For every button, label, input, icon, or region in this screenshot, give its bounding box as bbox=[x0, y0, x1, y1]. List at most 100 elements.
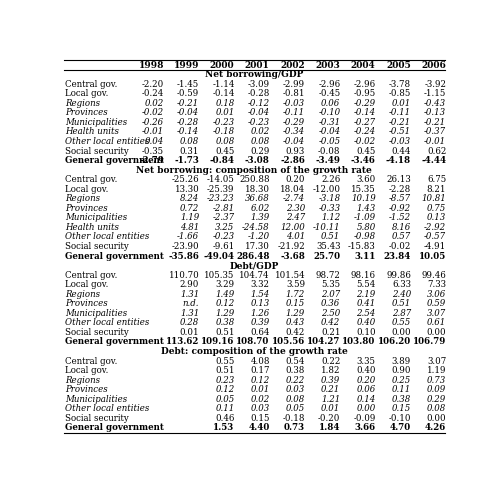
Text: -2.96: -2.96 bbox=[353, 80, 376, 89]
Text: 0.15: 0.15 bbox=[392, 404, 411, 413]
Text: 1.29: 1.29 bbox=[215, 309, 235, 318]
Text: 0.11: 0.11 bbox=[392, 385, 411, 394]
Text: -0.18: -0.18 bbox=[212, 128, 235, 136]
Text: 4.01: 4.01 bbox=[286, 232, 305, 242]
Text: -0.81: -0.81 bbox=[283, 89, 305, 98]
Text: 0.12: 0.12 bbox=[215, 300, 235, 308]
Text: Other local entities: Other local entities bbox=[65, 232, 149, 242]
Text: -0.27: -0.27 bbox=[353, 118, 376, 127]
Text: 2002: 2002 bbox=[280, 60, 305, 70]
Text: 26.13: 26.13 bbox=[386, 175, 411, 184]
Text: 3.89: 3.89 bbox=[392, 356, 411, 366]
Text: 17.30: 17.30 bbox=[245, 242, 270, 251]
Text: 5.54: 5.54 bbox=[356, 280, 376, 289]
Text: 4.26: 4.26 bbox=[425, 423, 446, 432]
Text: 0.15: 0.15 bbox=[250, 414, 270, 423]
Text: 104.27: 104.27 bbox=[307, 337, 341, 346]
Text: Provinces: Provinces bbox=[65, 204, 107, 213]
Text: 0.61: 0.61 bbox=[427, 318, 446, 327]
Text: 23.84: 23.84 bbox=[384, 252, 411, 261]
Text: 3.35: 3.35 bbox=[357, 356, 376, 366]
Text: 0.25: 0.25 bbox=[392, 375, 411, 385]
Text: 0.38: 0.38 bbox=[286, 366, 305, 375]
Text: -4.91: -4.91 bbox=[424, 242, 446, 251]
Text: 0.21: 0.21 bbox=[321, 328, 341, 337]
Text: -49.04: -49.04 bbox=[203, 252, 235, 261]
Text: 0.51: 0.51 bbox=[321, 232, 341, 242]
Text: 2003: 2003 bbox=[315, 60, 341, 70]
Text: -2.96: -2.96 bbox=[318, 80, 341, 89]
Text: 0.18: 0.18 bbox=[215, 99, 235, 108]
Text: 1.31: 1.31 bbox=[180, 290, 199, 299]
Text: 0.08: 0.08 bbox=[215, 137, 235, 146]
Text: 0.28: 0.28 bbox=[180, 318, 199, 327]
Text: 0.04: 0.04 bbox=[145, 137, 164, 146]
Text: -0.02: -0.02 bbox=[353, 137, 376, 146]
Text: 0.12: 0.12 bbox=[250, 375, 270, 385]
Text: -0.51: -0.51 bbox=[389, 128, 411, 136]
Text: 12.00: 12.00 bbox=[280, 223, 305, 232]
Text: -0.23: -0.23 bbox=[248, 118, 270, 127]
Text: 36.68: 36.68 bbox=[245, 194, 270, 203]
Text: Regions: Regions bbox=[65, 290, 100, 299]
Text: 15.35: 15.35 bbox=[351, 185, 376, 194]
Text: 106.20: 106.20 bbox=[378, 337, 411, 346]
Text: 6.02: 6.02 bbox=[250, 204, 270, 213]
Text: -0.03: -0.03 bbox=[389, 137, 411, 146]
Text: 101.54: 101.54 bbox=[274, 271, 305, 280]
Text: Regions: Regions bbox=[65, 99, 100, 108]
Text: 0.90: 0.90 bbox=[392, 366, 411, 375]
Text: Provinces: Provinces bbox=[65, 300, 107, 308]
Text: Regions: Regions bbox=[65, 375, 100, 385]
Text: -3.18: -3.18 bbox=[318, 194, 341, 203]
Text: 2000: 2000 bbox=[210, 60, 235, 70]
Text: -3.92: -3.92 bbox=[424, 80, 446, 89]
Text: -35.86: -35.86 bbox=[168, 252, 199, 261]
Text: 10.81: 10.81 bbox=[422, 194, 446, 203]
Text: -0.29: -0.29 bbox=[353, 99, 376, 108]
Text: 0.08: 0.08 bbox=[250, 137, 270, 146]
Text: 0.29: 0.29 bbox=[427, 395, 446, 404]
Text: 18.30: 18.30 bbox=[245, 185, 270, 194]
Text: -0.04: -0.04 bbox=[177, 108, 199, 117]
Text: -0.14: -0.14 bbox=[212, 89, 235, 98]
Text: 0.22: 0.22 bbox=[321, 356, 341, 366]
Text: -10.11: -10.11 bbox=[313, 223, 341, 232]
Text: 3.11: 3.11 bbox=[354, 252, 376, 261]
Text: 3.32: 3.32 bbox=[251, 280, 270, 289]
Text: -0.24: -0.24 bbox=[353, 128, 376, 136]
Text: 0.02: 0.02 bbox=[250, 128, 270, 136]
Text: 0.42: 0.42 bbox=[286, 328, 305, 337]
Text: -2.86: -2.86 bbox=[280, 156, 305, 165]
Text: -0.24: -0.24 bbox=[142, 89, 164, 98]
Text: 0.03: 0.03 bbox=[286, 385, 305, 394]
Text: Debt/GDP: Debt/GDP bbox=[230, 261, 279, 270]
Text: Municipalities: Municipalities bbox=[65, 309, 127, 318]
Text: 3.66: 3.66 bbox=[354, 423, 376, 432]
Text: -0.09: -0.09 bbox=[353, 414, 376, 423]
Text: -0.28: -0.28 bbox=[177, 118, 199, 127]
Text: 1.49: 1.49 bbox=[215, 290, 235, 299]
Text: 0.51: 0.51 bbox=[215, 366, 235, 375]
Text: 98.72: 98.72 bbox=[315, 271, 341, 280]
Text: General government: General government bbox=[65, 156, 164, 165]
Text: 113.62: 113.62 bbox=[166, 337, 199, 346]
Text: 35.43: 35.43 bbox=[316, 242, 341, 251]
Text: 0.51: 0.51 bbox=[215, 328, 235, 337]
Text: 4.70: 4.70 bbox=[390, 423, 411, 432]
Text: 2.19: 2.19 bbox=[356, 290, 376, 299]
Text: 0.40: 0.40 bbox=[356, 366, 376, 375]
Text: 3.25: 3.25 bbox=[215, 223, 235, 232]
Text: -0.29: -0.29 bbox=[283, 118, 305, 127]
Text: 0.44: 0.44 bbox=[392, 147, 411, 155]
Text: 0.06: 0.06 bbox=[356, 385, 376, 394]
Text: 1.31: 1.31 bbox=[180, 309, 199, 318]
Text: 0.51: 0.51 bbox=[392, 300, 411, 308]
Text: 2005: 2005 bbox=[386, 60, 411, 70]
Text: 0.55: 0.55 bbox=[215, 356, 235, 366]
Text: -2.99: -2.99 bbox=[283, 80, 305, 89]
Text: 0.08: 0.08 bbox=[427, 404, 446, 413]
Text: -0.02: -0.02 bbox=[389, 242, 411, 251]
Text: 18.04: 18.04 bbox=[280, 185, 305, 194]
Text: 1.29: 1.29 bbox=[286, 309, 305, 318]
